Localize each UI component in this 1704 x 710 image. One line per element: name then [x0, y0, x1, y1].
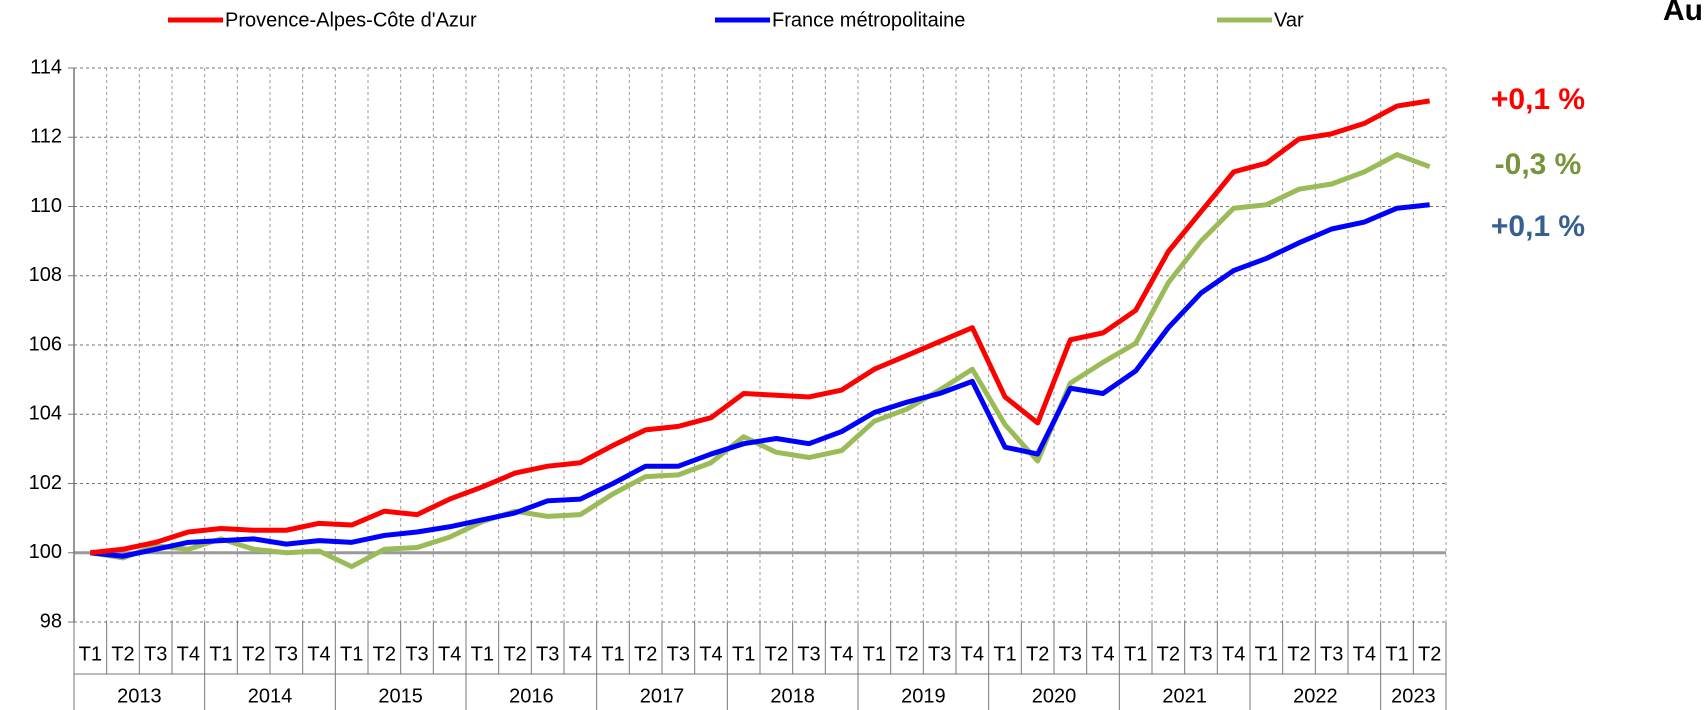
x-tick-label: T2: [895, 643, 918, 665]
x-tick-label: T1: [1255, 643, 1278, 665]
y-tick-label: 108: [29, 264, 62, 286]
x-tick-label: T1: [340, 643, 363, 665]
annotation: +0,1 %: [1491, 83, 1585, 116]
x-tick-label: T1: [732, 643, 755, 665]
year-label: 2016: [509, 685, 554, 707]
series-line: [90, 98, 1431, 556]
x-tick-label: T2: [1287, 643, 1310, 665]
x-tick-label: T2: [373, 643, 396, 665]
x-tick-label: T2: [111, 643, 134, 665]
year-label: 2020: [1032, 685, 1077, 707]
note-title: Au T2 2023 :: [1663, 0, 1704, 27]
x-tick-label: T4: [307, 643, 330, 665]
x-tick-label: T1: [1385, 643, 1408, 665]
x-tick-label: T3: [144, 643, 167, 665]
x-tick-label: T4: [569, 643, 592, 665]
x-tick-label: T3: [1189, 643, 1212, 665]
year-label: 2015: [378, 685, 423, 707]
year-label: 2019: [901, 685, 946, 707]
y-tick-label: 110: [30, 195, 62, 217]
x-tick-label: T3: [797, 643, 820, 665]
x-tick-label: T2: [242, 643, 265, 665]
x-tick-label: T3: [536, 643, 559, 665]
year-label: 2022: [1293, 685, 1338, 707]
x-tick-label: T2: [765, 643, 788, 665]
x-tick-label: T2: [1026, 643, 1049, 665]
x-tick-label: T1: [993, 643, 1016, 665]
x-tick-label: T4: [961, 643, 984, 665]
x-tick-label: T4: [438, 643, 461, 665]
x-tick-label: T4: [699, 643, 722, 665]
y-tick-label: 102: [29, 472, 62, 494]
x-tick-label: T2: [1157, 643, 1180, 665]
x-tick-label: T1: [1124, 643, 1147, 665]
x-tick-label: T1: [209, 643, 232, 665]
y-tick-label: 100: [29, 541, 62, 563]
x-tick-label: T4: [830, 643, 853, 665]
x-tick-label: T4: [1222, 643, 1245, 665]
annotation: -0,3 %: [1495, 148, 1582, 181]
x-tick-label: T3: [275, 643, 298, 665]
x-tick-label: T2: [634, 643, 657, 665]
x-tick-label: T4: [177, 643, 200, 665]
year-label: 2014: [248, 685, 293, 707]
x-tick-label: T2: [1418, 643, 1441, 665]
y-tick-label: 114: [30, 56, 62, 78]
x-tick-label: T1: [601, 643, 624, 665]
x-tick-label: T3: [1059, 643, 1082, 665]
series-line: [89, 152, 1431, 570]
year-label: 2018: [770, 685, 815, 707]
x-tick-label: T3: [405, 643, 428, 665]
x-tick-label: T1: [863, 643, 886, 665]
x-tick-label: T3: [667, 643, 690, 665]
year-label: 2023: [1391, 685, 1436, 707]
x-tick-label: T1: [471, 643, 494, 665]
legend-label: Provence-Alpes-Côte d'Azur: [225, 9, 477, 31]
x-tick-label: T1: [79, 643, 102, 665]
year-label: 2013: [117, 685, 162, 707]
x-tick-label: T2: [503, 643, 526, 665]
annotation: +0,1 %: [1491, 210, 1585, 243]
x-tick-label: T4: [1353, 643, 1376, 665]
legend-label: France métropolitaine: [772, 9, 965, 31]
series-line: [90, 202, 1430, 559]
x-tick-label: T3: [1320, 643, 1343, 665]
year-label: 2017: [640, 685, 685, 707]
y-tick-label: 98: [40, 610, 62, 632]
legend-label: Var: [1274, 9, 1304, 31]
y-tick-label: 112: [30, 126, 62, 148]
y-tick-label: 104: [29, 403, 62, 425]
x-tick-label: T3: [928, 643, 951, 665]
x-tick-label: T4: [1091, 643, 1114, 665]
year-label: 2021: [1162, 685, 1207, 707]
y-tick-label: 106: [29, 333, 62, 355]
